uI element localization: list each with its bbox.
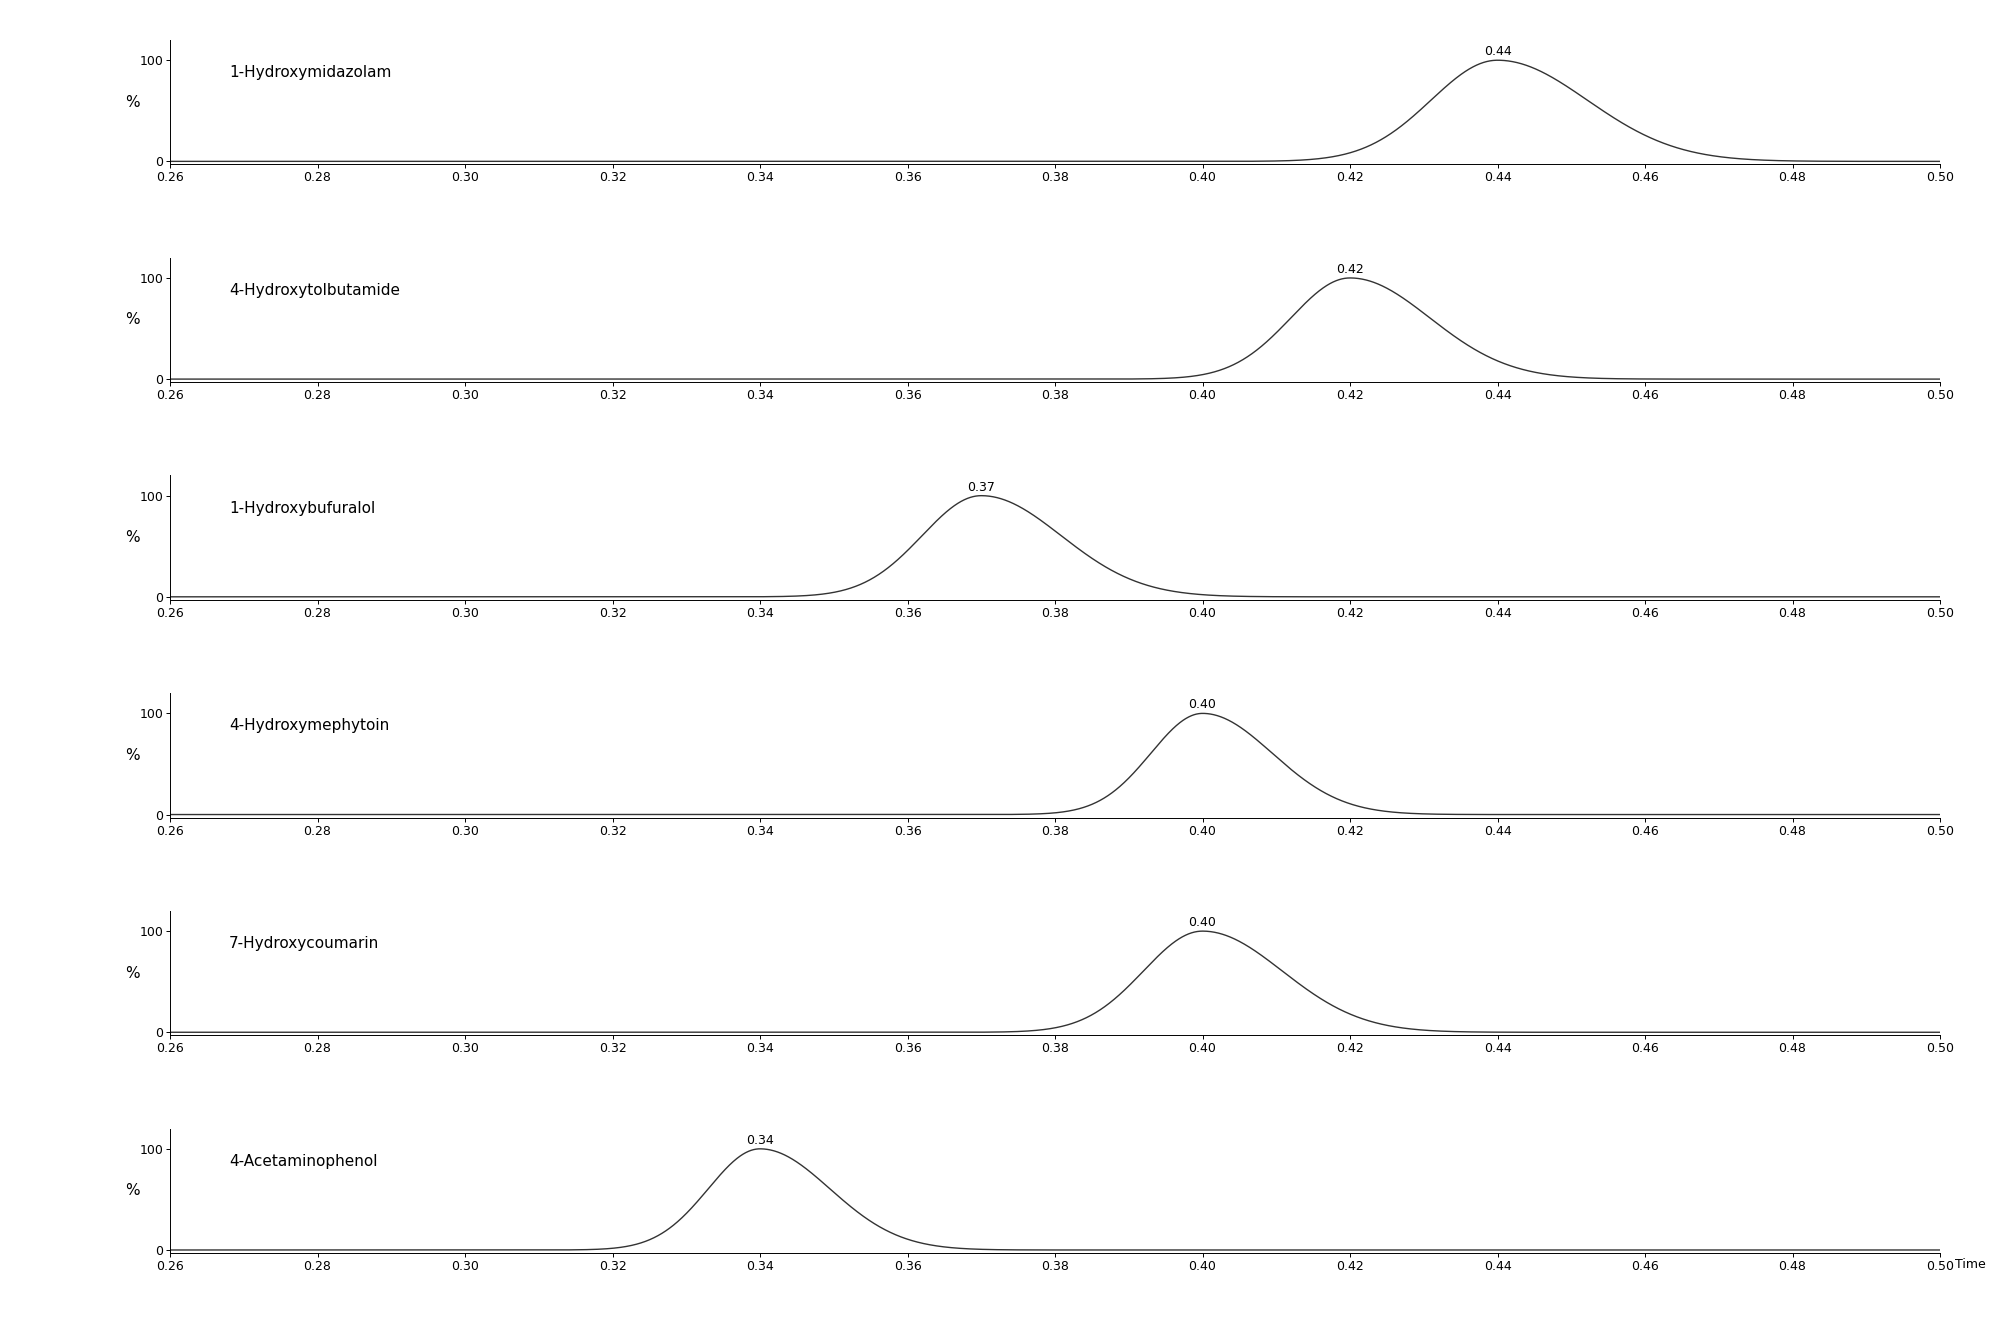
Text: 4-Acetaminophenol: 4-Acetaminophenol [230, 1154, 378, 1169]
Y-axis label: %: % [124, 95, 140, 109]
Text: 0.44: 0.44 [1484, 45, 1512, 59]
Text: 0.40: 0.40 [1188, 698, 1216, 712]
Y-axis label: %: % [124, 312, 140, 328]
Text: 4-Hydroxytolbutamide: 4-Hydroxytolbutamide [230, 283, 400, 299]
Text: 4-Hydroxymephytoin: 4-Hydroxymephytoin [230, 718, 390, 733]
Text: Time: Time [1954, 1258, 1986, 1272]
Text: 0.34: 0.34 [746, 1134, 774, 1146]
Text: 7-Hydroxycoumarin: 7-Hydroxycoumarin [230, 936, 380, 952]
Text: 1-Hydroxymidazolam: 1-Hydroxymidazolam [230, 65, 392, 80]
Text: 0.37: 0.37 [968, 481, 996, 493]
Y-axis label: %: % [124, 1184, 140, 1198]
Text: 1-Hydroxybufuralol: 1-Hydroxybufuralol [230, 501, 376, 516]
Text: 0.40: 0.40 [1188, 916, 1216, 929]
Text: 0.42: 0.42 [1336, 263, 1364, 276]
Y-axis label: %: % [124, 965, 140, 981]
Y-axis label: %: % [124, 748, 140, 762]
Y-axis label: %: % [124, 531, 140, 545]
